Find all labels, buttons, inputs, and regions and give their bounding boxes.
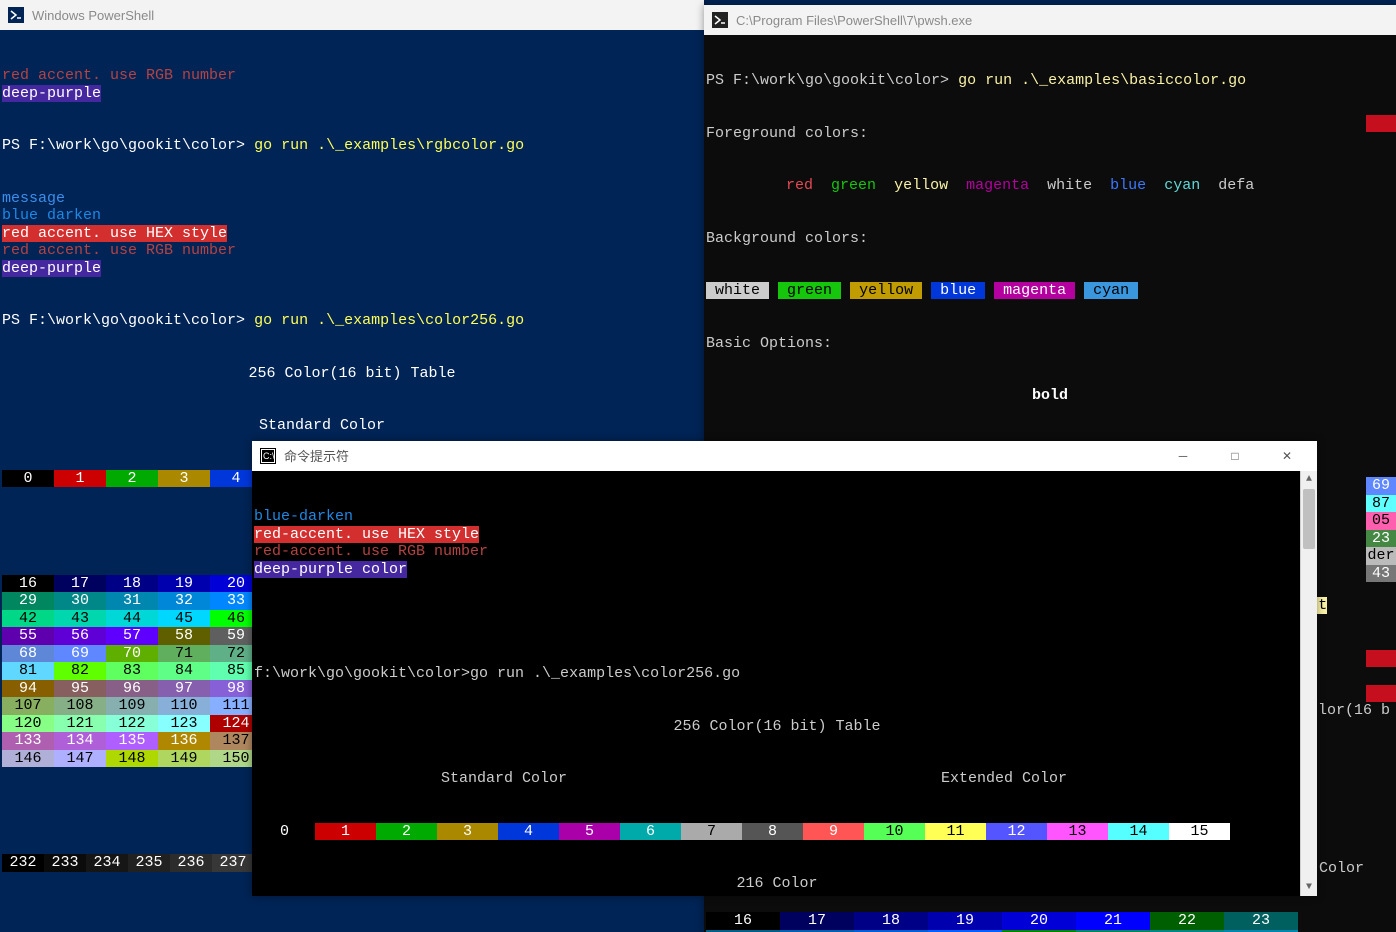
titlebar-cmd[interactable]: C:\ 命令提示符 ─ □ ✕ [252,441,1317,471]
cmd-text: go run .\_examples\color256.go [254,312,524,329]
scroll-up[interactable]: ▲ [1301,471,1317,488]
row-bg-colors: white green yellow blue magenta cyan [706,282,1394,300]
maximize-button[interactable]: □ [1213,442,1257,470]
label-fg: Foreground colors: [706,125,1394,143]
bg-swatch-red [1366,650,1396,667]
label-standard: Standard Color [2,417,642,435]
svg-text:C:\: C:\ [263,451,275,461]
cmd-icon: C:\ [260,448,276,464]
title-text: Windows PowerShell [32,7,154,24]
powershell-icon [8,7,24,23]
label-216: 216 Color [254,875,1300,893]
minimize-button[interactable]: ─ [1161,442,1205,470]
label-extended: Extended Color [754,770,1254,788]
bg-swatch-red [1366,685,1396,702]
prompt: f:\work\go\gookit\color> [254,665,470,682]
title-text: 命令提示符 [284,448,349,465]
titlebar-pwsh[interactable]: C:\Program Files\PowerShell\7\pwsh.exe [704,5,1396,35]
close-button[interactable]: ✕ [1265,442,1309,470]
heading-256: 256 Color(16 bit) Table [2,365,702,383]
row-fg-colors: red green yellow magenta white blue cyan… [706,177,1394,195]
window-cmd[interactable]: C:\ 命令提示符 ─ □ ✕ blue-darkenred-accent. u… [252,441,1317,896]
prompt: PS F:\work\go\gookit\color> [2,137,245,154]
row-16colors: 0123456789101112131415 [254,823,1300,841]
cmd-text: go run .\_examples\color256.go [470,665,740,682]
prompt: PS F:\work\go\gookit\color> [706,72,949,89]
scrollbar[interactable]: ▲ ▼ [1300,471,1317,896]
grid-216: 1617181920212223242526272829303132333435… [706,912,1394,932]
label-basic: Basic Options: [706,335,1394,353]
title-text: C:\Program Files\PowerShell\7\pwsh.exe [736,12,972,29]
scroll-down[interactable]: ▼ [1301,879,1317,896]
cmd-text: go run .\_examples\basiccolor.go [958,72,1246,89]
label-standard: Standard Color [254,770,754,788]
strip-right: 69870523der43 [1366,477,1396,582]
prompt: PS F:\work\go\gookit\color> [2,312,245,329]
label-bg: Background colors: [706,230,1394,248]
label-bold: bold [706,387,1394,405]
cmd-text: go run .\_examples\rgbcolor.go [254,137,524,154]
powershell-icon [712,12,728,28]
titlebar-powershell[interactable]: Windows PowerShell [0,0,704,30]
terminal-cmd[interactable]: blue-darkenred-accent. use HEX stylered-… [252,471,1317,896]
scroll-thumb[interactable] [1303,489,1315,549]
heading-256: 256 Color(16 bit) Table [254,718,1300,736]
bg-swatch-red [1366,115,1396,132]
